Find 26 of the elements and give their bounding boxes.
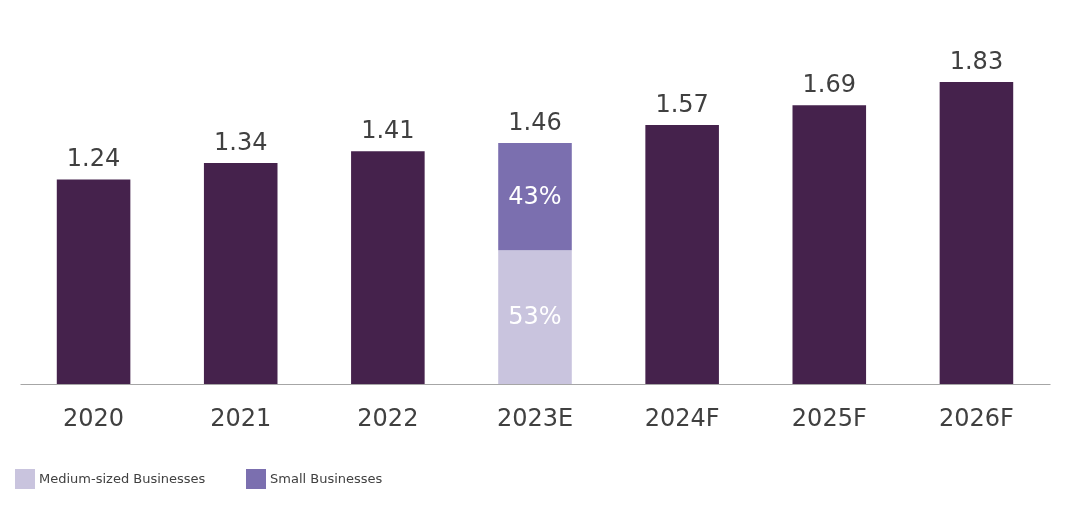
x-tick-label: 2020 <box>63 403 125 432</box>
x-tick-label: 2025F <box>791 403 867 432</box>
data-label: 1.83 <box>949 47 1004 76</box>
legend-label: Medium-sized Businesses <box>39 471 206 486</box>
x-tick-label: 2026F <box>938 403 1014 432</box>
bar <box>203 162 278 384</box>
annotation: 43% <box>508 181 562 210</box>
x-tick-label: 2023E <box>496 403 574 432</box>
bar <box>792 105 867 384</box>
legend-label: Small Businesses <box>270 471 383 486</box>
x-tick-label: 2021 <box>210 403 272 432</box>
total-label: 1.46 <box>508 108 562 137</box>
data-label: 1.24 <box>66 144 121 173</box>
x-tick-label: 2024F <box>644 403 720 432</box>
x-tick-label: 2022 <box>357 403 419 432</box>
bar <box>498 250 572 384</box>
bar <box>939 82 1014 384</box>
data-label: 1.34 <box>214 127 268 156</box>
bar <box>645 124 719 384</box>
bar <box>56 179 131 384</box>
bar <box>351 151 425 384</box>
annotation: 53% <box>508 302 562 331</box>
bar <box>498 143 572 251</box>
data-label: 1.41 <box>361 116 415 145</box>
data-label: 1.69 <box>802 70 856 99</box>
data-label: 1.57 <box>655 89 709 118</box>
